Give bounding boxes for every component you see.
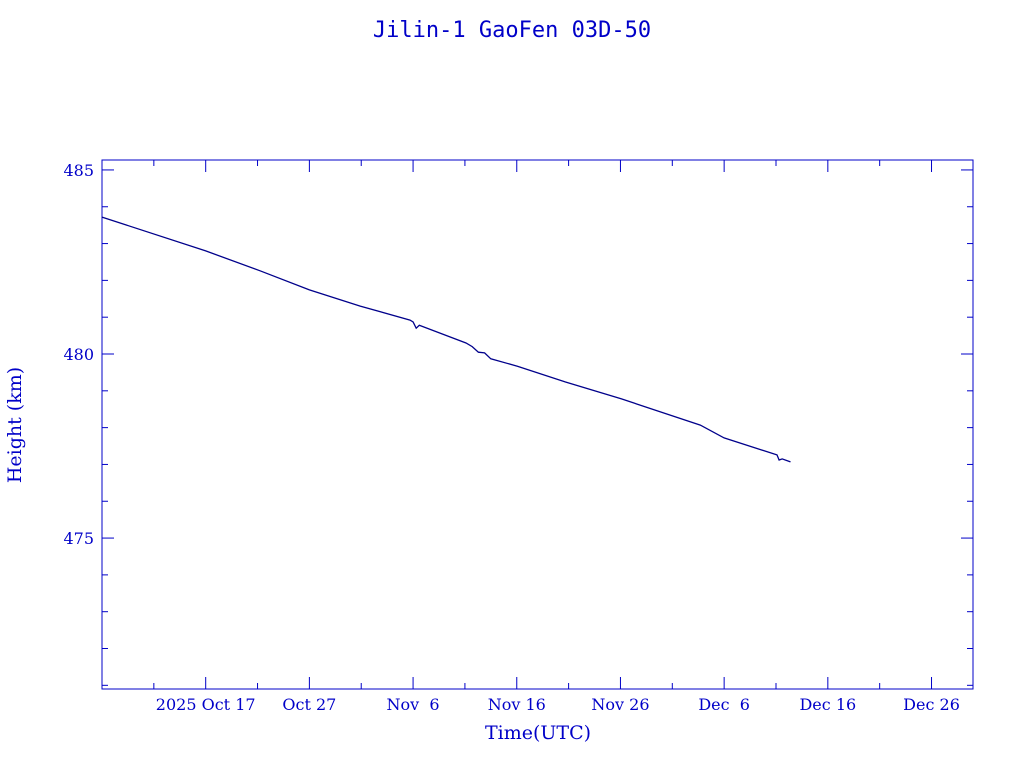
- y-tick-label: 475: [63, 529, 94, 548]
- x-tick-label: Dec 16: [799, 695, 856, 714]
- x-tick-label: Nov 6: [387, 695, 440, 714]
- x-tick-label: Nov 26: [591, 695, 649, 714]
- chart-title: Jilin-1 GaoFen 03D-50: [373, 18, 651, 43]
- y-axis-label: Height (km): [4, 367, 26, 483]
- plot-frame: [101, 159, 974, 690]
- x-tick-label: Dec 26: [903, 695, 960, 714]
- height-series-line: [101, 216, 791, 463]
- x-tick-label: 2025 Oct 17: [156, 695, 256, 714]
- y-tick-label: 480: [63, 345, 94, 364]
- x-axis-label: Time(UTC): [485, 722, 591, 744]
- x-tick-label: Nov 16: [488, 695, 546, 714]
- x-tick-label: Dec 6: [698, 695, 750, 714]
- x-tick-label: Oct 27: [282, 695, 336, 714]
- y-tick-label: 485: [63, 161, 94, 180]
